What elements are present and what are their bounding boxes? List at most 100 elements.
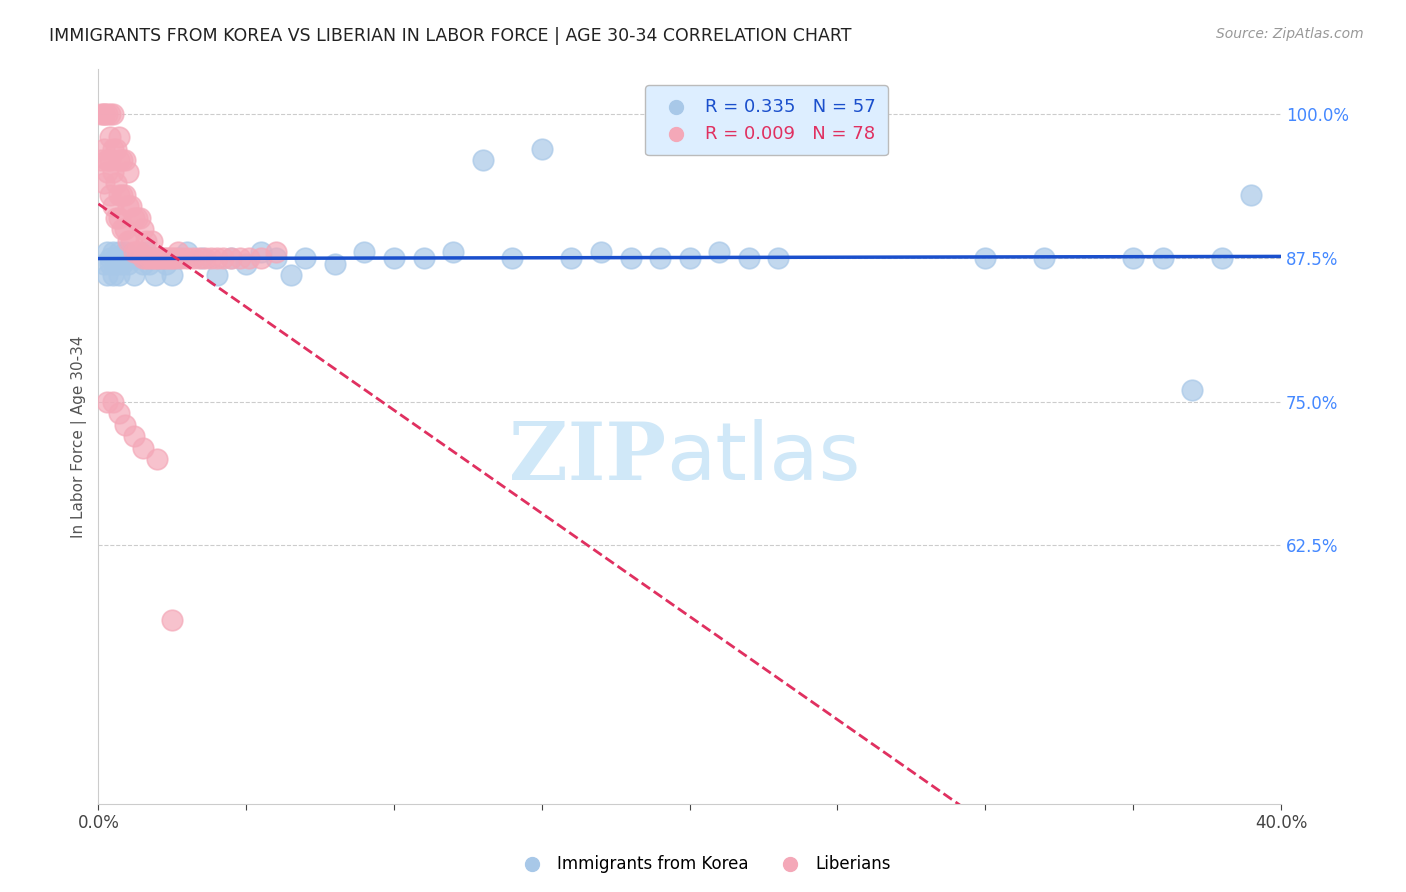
Point <box>131 222 153 236</box>
Point <box>205 251 228 265</box>
Point <box>1033 251 1056 265</box>
Point <box>264 251 287 265</box>
Point <box>165 251 187 265</box>
Point <box>138 257 160 271</box>
Point <box>98 251 121 265</box>
Point <box>128 245 150 260</box>
Point <box>108 130 131 145</box>
Point <box>141 234 163 248</box>
Point <box>117 165 139 179</box>
Point <box>1211 251 1233 265</box>
Point <box>98 107 121 121</box>
Point <box>162 268 184 283</box>
Point <box>280 268 302 283</box>
Point <box>90 107 112 121</box>
Point <box>108 188 131 202</box>
Point <box>98 188 121 202</box>
Point <box>114 222 136 236</box>
Point <box>221 251 243 265</box>
Point <box>114 245 136 260</box>
Point <box>619 251 641 265</box>
Point <box>146 251 169 265</box>
Point <box>114 188 136 202</box>
Point <box>143 268 166 283</box>
Point <box>679 251 702 265</box>
Point <box>101 199 124 213</box>
Point <box>149 251 172 265</box>
Point <box>138 251 160 265</box>
Point <box>152 251 174 265</box>
Point <box>96 394 118 409</box>
Point <box>323 257 346 271</box>
Point <box>187 251 209 265</box>
Point <box>93 107 115 121</box>
Point <box>135 234 157 248</box>
Point <box>155 257 177 271</box>
Point <box>96 245 118 260</box>
Point <box>589 245 612 260</box>
Point <box>143 251 166 265</box>
Point <box>90 153 112 168</box>
Legend: R = 0.335   N = 57, R = 0.009   N = 78: R = 0.335 N = 57, R = 0.009 N = 78 <box>645 85 889 155</box>
Point <box>125 245 148 260</box>
Point <box>96 268 118 283</box>
Point <box>229 251 252 265</box>
Point <box>120 234 142 248</box>
Point <box>709 245 731 260</box>
Text: IMMIGRANTS FROM KOREA VS LIBERIAN IN LABOR FORCE | AGE 30-34 CORRELATION CHART: IMMIGRANTS FROM KOREA VS LIBERIAN IN LAB… <box>49 27 852 45</box>
Point <box>105 257 128 271</box>
Point <box>117 199 139 213</box>
Point <box>176 251 198 265</box>
Y-axis label: In Labor Force | Age 30-34: In Labor Force | Age 30-34 <box>72 335 87 538</box>
Point <box>167 251 190 265</box>
Point <box>108 245 131 260</box>
Point <box>105 177 128 191</box>
Point <box>117 234 139 248</box>
Point <box>191 251 214 265</box>
Point <box>1122 251 1144 265</box>
Point <box>131 251 153 265</box>
Point <box>141 251 163 265</box>
Point <box>768 251 790 265</box>
Text: atlas: atlas <box>666 419 860 498</box>
Point <box>117 257 139 271</box>
Point <box>530 142 553 156</box>
Point <box>162 251 184 265</box>
Point <box>560 251 582 265</box>
Point <box>122 268 145 283</box>
Point <box>93 257 115 271</box>
Point <box>471 153 494 168</box>
Point <box>167 245 190 260</box>
Point <box>114 417 136 432</box>
Point <box>122 245 145 260</box>
Point <box>211 251 233 265</box>
Point <box>294 251 316 265</box>
Point <box>162 613 184 627</box>
Text: Source: ZipAtlas.com: Source: ZipAtlas.com <box>1216 27 1364 41</box>
Point <box>200 251 222 265</box>
Point <box>157 251 180 265</box>
Point <box>98 257 121 271</box>
Point <box>125 211 148 225</box>
Point <box>1152 251 1174 265</box>
Point <box>101 245 124 260</box>
Point <box>1240 188 1263 202</box>
Point <box>101 268 124 283</box>
Point <box>128 211 150 225</box>
Point <box>93 177 115 191</box>
Point <box>98 130 121 145</box>
Point <box>738 251 761 265</box>
Point <box>412 251 434 265</box>
Point <box>131 257 153 271</box>
Point <box>382 251 405 265</box>
Point <box>250 251 273 265</box>
Legend: Immigrants from Korea, Liberians: Immigrants from Korea, Liberians <box>509 848 897 880</box>
Point <box>105 142 128 156</box>
Point <box>101 107 124 121</box>
Point <box>135 245 157 260</box>
Point <box>120 199 142 213</box>
Point <box>108 211 131 225</box>
Point <box>238 251 260 265</box>
Point <box>181 251 204 265</box>
Point <box>1181 384 1204 398</box>
